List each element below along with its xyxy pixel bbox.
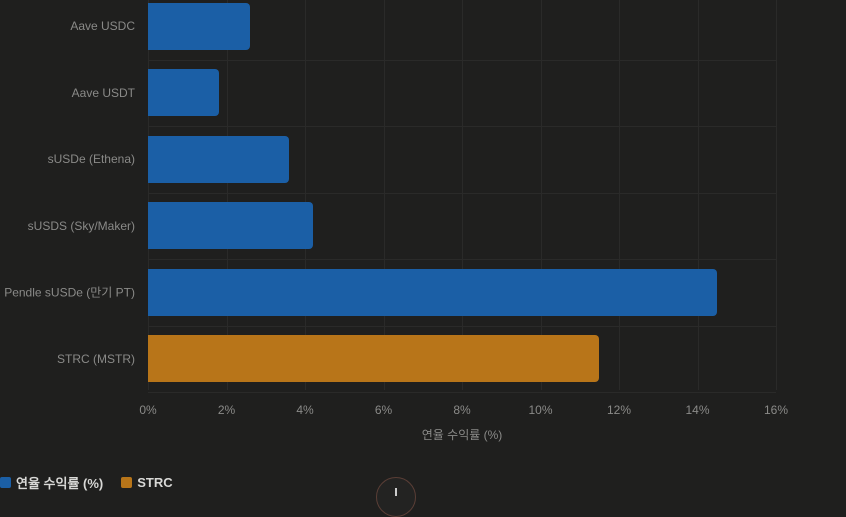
add-button[interactable] (376, 477, 416, 517)
grid-line-vertical (383, 0, 385, 390)
grid-line-horizontal (148, 59, 776, 61)
y-category-label: sUSDe (Ethena) (47, 152, 135, 167)
grid-line-horizontal (148, 325, 776, 327)
bar[interactable] (148, 135, 290, 183)
grid-line-vertical (776, 0, 777, 390)
grid-line-vertical (148, 0, 149, 390)
grid-line-vertical (226, 0, 228, 390)
grid-line-horizontal (148, 192, 776, 194)
plus-icon (395, 488, 397, 496)
x-tick-label: 16% (763, 403, 789, 417)
bar[interactable] (148, 2, 251, 50)
bar[interactable] (148, 335, 600, 383)
y-category-label: sUSDS (Sky/Maker) (27, 218, 135, 233)
x-tick-label: 4% (296, 403, 314, 417)
x-tick-label: 2% (217, 403, 236, 417)
y-category-label: Aave USDC (70, 19, 135, 34)
chart-legend: 연율 수익률 (%) STRC (0, 473, 173, 492)
x-tick-label: 6% (374, 403, 393, 417)
legend-swatch-strc (121, 477, 133, 488)
grid-line-horizontal (148, 126, 776, 127)
y-category-label: Aave USDT (71, 85, 135, 100)
x-axis-title: 연율 수익률 (%) (421, 428, 503, 442)
x-tick-label: 14% (685, 403, 710, 417)
legend-label-strc: STRC (137, 475, 173, 490)
x-tick-label: 8% (453, 403, 471, 417)
x-tick-label: 12% (606, 403, 632, 417)
x-tick-label: 10% (528, 403, 553, 417)
grid-line-vertical (462, 0, 463, 390)
legend-swatch-yield (0, 477, 11, 488)
grid-line-vertical (619, 0, 620, 390)
y-category-label: Pendle sUSDe (만기 PT) (4, 285, 135, 300)
legend-label-yield: 연율 수익률 (%) (16, 476, 104, 491)
x-tick-label: 0% (139, 403, 157, 417)
legend-item-strc[interactable]: STRC (121, 475, 173, 490)
bar[interactable] (148, 69, 219, 117)
yield-bar-chart: Aave USDC Aave USDT sUSDe (Ethena) sUSDS (S… (4, 0, 789, 442)
grid-line-horizontal (148, 259, 776, 260)
y-category-label: STRC (MSTR) (57, 351, 135, 366)
legend-item-yield[interactable]: 연율 수익률 (%) (0, 473, 103, 492)
grid-line-vertical (697, 0, 699, 390)
grid-line-vertical (540, 0, 542, 390)
bar[interactable] (148, 202, 313, 250)
grid-line-horizontal (148, 392, 776, 393)
grid-line-vertical (305, 0, 306, 390)
bar[interactable] (148, 268, 718, 316)
